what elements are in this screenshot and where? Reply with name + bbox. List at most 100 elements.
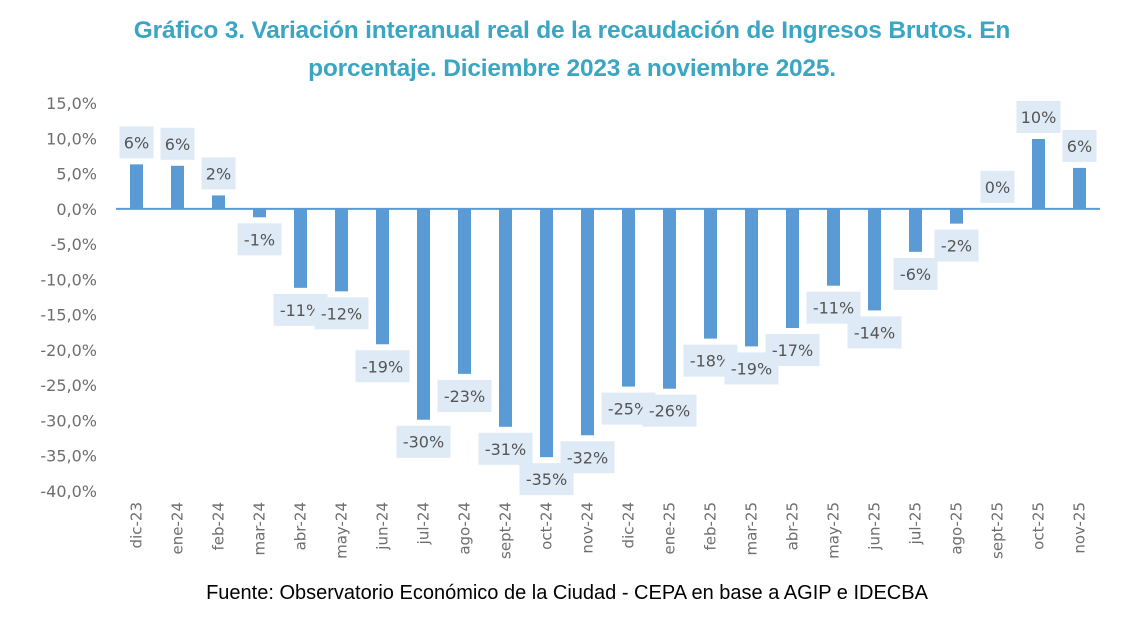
x-tick-label: dic-24 [620,502,638,548]
data-label-text: 2% [206,164,231,183]
x-tick-label: sept-24 [497,502,515,559]
data-label-text: -14% [854,323,895,342]
chart-title-line-2: porcentaje. Diciembre 2023 a noviembre 2… [308,55,836,82]
data-label-nov-25: 6% [1062,129,1097,162]
y-axis: 15,0% 10,0% 5,0% 0,0% -5,0% -10,0% -15,0% -20,0… [40,94,97,501]
data-label-ago-25: -2% [934,229,979,262]
data-label-bg [201,157,236,190]
bar-jul-24 [417,208,430,420]
bar-ene-24 [171,165,184,209]
data-label-bg [160,127,195,160]
data-label-text: -18% [690,352,731,371]
data-label-bg [980,170,1015,203]
bar-sept-24 [499,208,512,427]
bar-abr-24 [294,208,307,288]
x-tick-label: jul-25 [907,502,925,545]
data-label-jul-25: -6% [893,257,938,290]
data-label-jul-24: -30% [396,425,451,458]
bars [130,138,1086,458]
data-label-nov-24: -32% [560,441,615,474]
x-tick-label: dic-23 [128,502,146,548]
y-tick-label: 0,0% [56,200,97,219]
data-label-text: -25% [608,400,649,419]
data-label-sept-25: 0% [980,170,1015,203]
bar-mar-24 [253,208,266,218]
x-tick-label: sept-25 [989,502,1007,559]
y-tick-label: -25,0% [40,376,97,395]
bar-feb-25 [704,208,717,339]
y-tick-label: -35,0% [40,447,97,466]
bar-mar-25 [745,208,758,347]
x-tick-label: jun-24 [374,502,392,551]
x-tick-label: may-24 [333,502,351,559]
data-label-bg [1016,100,1061,133]
data-label-text: 0% [985,178,1010,197]
bar-oct-25 [1032,138,1045,209]
data-label-bg [765,334,820,367]
chart-title-line-1: Gráfico 3. Variación interanual real de … [133,17,1011,44]
x-tick-label: nov-24 [579,502,597,554]
data-labels: 6% 6%2%-1%-11% -12%-19%-30%-23%-31%-35%-32… [119,100,1097,496]
x-tick-label: nov-25 [1071,502,1089,554]
data-label-text: -23% [444,387,485,406]
data-label-text: -17% [772,341,813,360]
x-tick-label: ago-24 [456,502,474,555]
data-label-text: -11% [280,301,321,320]
x-tick-label: mar-25 [743,502,761,556]
data-label-text: -31% [485,440,526,459]
data-label-may-24: -12% [314,297,369,330]
data-label-text: -11% [813,299,854,318]
x-tick-label: may-25 [825,502,843,559]
x-tick-label: ene-25 [661,502,679,554]
bar-ago-24 [458,208,471,374]
bar-jun-25 [868,208,881,311]
data-label-sept-24: -31% [478,432,533,465]
bar-dic-24 [622,208,635,387]
bar-oct-24 [540,208,553,458]
bar-jul-25 [909,208,922,252]
data-label-ene-24: 6% [160,127,195,160]
data-label-bg [893,257,938,290]
y-tick-label: -40,0% [40,482,97,501]
x-tick-label: oct-24 [538,502,556,550]
x-axis: dic-23 ene-24 feb-24 mar-24 abr-24 may-24 jun-… [128,502,1089,559]
bar-abr-25 [786,208,799,329]
data-label-text: -19% [362,357,403,376]
data-label-text: 6% [124,133,149,152]
data-label-dic-23: 6% [119,126,154,159]
y-tick-label: 5,0% [56,165,97,184]
x-tick-label: jun-25 [866,502,884,551]
bar-may-25 [827,208,840,286]
data-label-text: -26% [649,402,690,421]
data-label-bg [437,379,492,412]
bar-jun-24 [376,208,389,345]
bar-may-24 [335,208,348,292]
x-tick-label: feb-25 [702,502,720,551]
data-label-text: -35% [526,470,567,489]
data-label-jun-25: -14% [847,316,902,349]
bar-nov-24 [581,208,594,436]
bar-dic-23 [130,164,143,209]
bar-ago-25 [950,208,963,224]
data-label-text: -32% [567,448,608,467]
data-label-mar-24: -1% [237,223,282,256]
data-label-feb-25: -18% [683,344,738,377]
y-tick-label: -20,0% [40,341,97,360]
data-label-text: -19% [731,359,772,378]
x-tick-label: mar-24 [251,502,269,556]
y-tick-label: 15,0% [46,94,97,113]
data-label-bg [314,297,369,330]
data-label-bg [396,425,451,458]
y-tick-label: 10,0% [46,129,97,148]
bar-ene-25 [663,208,676,389]
y-tick-label: -5,0% [51,235,97,254]
data-label-bg [560,441,615,474]
data-label-bg [119,126,154,159]
data-label-bg [237,223,282,256]
data-label-text: -2% [941,237,972,256]
data-label-jun-24: -19% [355,350,410,383]
x-tick-label: abr-24 [292,502,310,550]
bar-nov-25 [1073,167,1086,209]
y-tick-label: -15,0% [40,306,97,325]
